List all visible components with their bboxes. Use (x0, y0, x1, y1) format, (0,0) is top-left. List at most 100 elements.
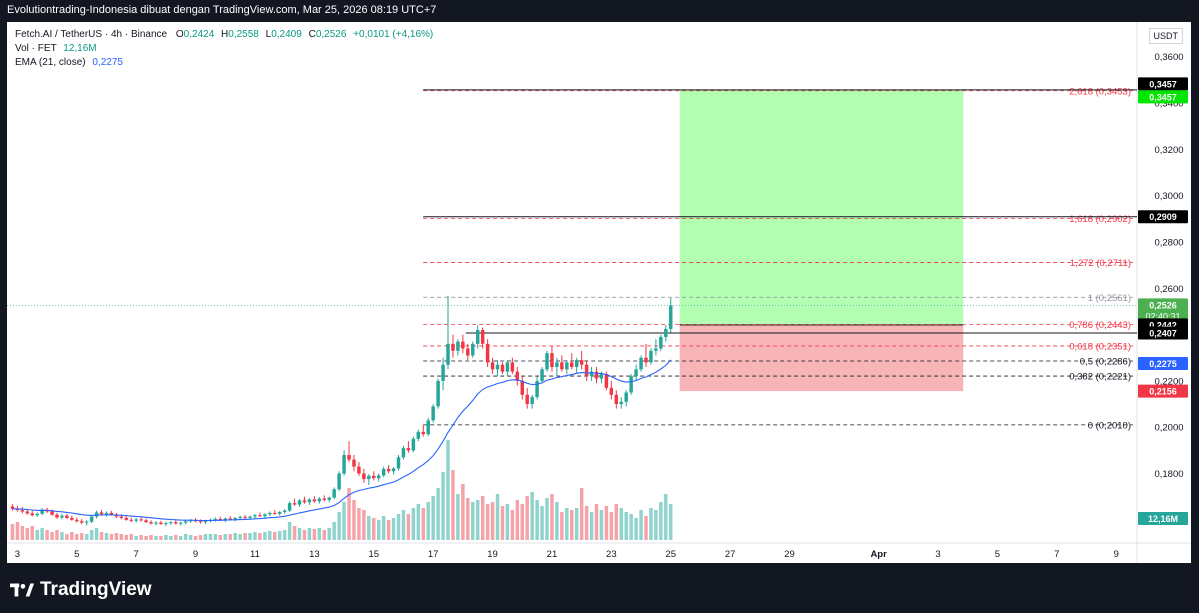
x-tick-label: 29 (784, 549, 795, 560)
currency-selector[interactable]: USDT (1148, 28, 1183, 44)
volume-bar (94, 528, 99, 540)
price-tag-label: 0,2156 (1149, 387, 1177, 397)
x-tick-label: 15 (368, 549, 379, 560)
fib-level-label: 0,618 (0,2351) (1069, 341, 1131, 352)
volume-bar (104, 533, 109, 540)
price-tag-label: 0,2909 (1149, 212, 1177, 222)
x-tick-label: 5 (74, 549, 79, 560)
chart-panel[interactable]: 0,3600 0,3400 0,3200 0,3000 0,2800 0,2600 0,24… (7, 22, 1191, 563)
volume-bar (451, 470, 455, 540)
volume-bar (357, 508, 361, 540)
volume-bar (347, 488, 351, 540)
x-tick-label: 9 (1114, 549, 1119, 560)
volume-bar (545, 498, 549, 540)
y-tick-label: 0,2000 (1154, 423, 1183, 434)
candle-body (619, 401, 623, 405)
candle-body (159, 522, 163, 525)
candle-body (485, 343, 490, 363)
volume-bar (178, 536, 183, 540)
candle-body (545, 353, 549, 370)
tradingview-logo[interactable]: TradingView (10, 579, 152, 601)
candle-body (456, 341, 460, 351)
volume-bar (396, 514, 401, 540)
volume-bar (30, 526, 34, 540)
volume-bar (322, 530, 327, 540)
volume-bar (579, 488, 584, 540)
volume-bar (624, 512, 628, 540)
candle-body (441, 364, 445, 381)
candle-body (169, 522, 173, 524)
volume-bar (114, 533, 119, 540)
ema-legend[interactable]: EMA (21, close) 0,2275 (15, 57, 123, 68)
candle-body (213, 518, 218, 520)
volume-bar (367, 516, 371, 540)
candle-body (139, 519, 143, 521)
candle-body (109, 512, 114, 515)
volume-bar (376, 520, 381, 540)
price-tag-label: 0,2526 (1149, 300, 1177, 310)
candle-body (70, 517, 74, 520)
volume-bar (540, 506, 544, 540)
candle-body (362, 473, 366, 480)
candle-body (253, 515, 257, 517)
candle-body (233, 517, 237, 520)
candle-body (104, 512, 109, 515)
candle-body (530, 397, 534, 405)
volume-bar (520, 504, 524, 540)
volume-bar (461, 484, 465, 540)
candle-body (297, 500, 302, 505)
candle-body (40, 509, 44, 514)
footer: TradingView (0, 563, 1199, 613)
volume-bar (273, 532, 277, 540)
volume-bar (317, 528, 322, 540)
volume-bar (391, 518, 396, 540)
symbol-label[interactable]: Fetch.AI / TetherUS · 4h · Binance (15, 29, 168, 40)
price-tag-label: 0,3457 (1149, 92, 1177, 102)
candle-body (495, 364, 500, 370)
candle-body (228, 518, 232, 520)
volume-bar (480, 496, 485, 540)
volume-bar (565, 508, 569, 540)
volume-bar (223, 534, 228, 540)
volume-bar (307, 528, 312, 540)
volume-bar (164, 535, 168, 540)
candle-body (287, 503, 292, 511)
y-tick-label: 0,2600 (1154, 284, 1183, 295)
ema-label: EMA (21, close) (15, 57, 86, 68)
candle-body (401, 448, 406, 458)
volume-bar (15, 522, 20, 540)
candle-body (570, 362, 574, 368)
candle-body (119, 516, 124, 518)
volume-legend[interactable]: Vol · FET 12,16M (15, 43, 97, 54)
price-chart[interactable]: 0,3600 0,3400 0,3200 0,3000 0,2800 0,2600 0,24… (7, 22, 1191, 563)
candle-body (248, 516, 252, 518)
volume-bar (471, 502, 475, 540)
volume-bar (20, 526, 25, 540)
volume-bar (525, 496, 529, 540)
candle-body (99, 512, 104, 515)
volume-bar (639, 510, 643, 540)
volume-bar (25, 528, 30, 540)
volume-bar (327, 528, 331, 540)
volume-bar (337, 512, 341, 540)
volume-bar (416, 504, 421, 540)
volume-bar (589, 512, 594, 540)
volume-bar (654, 510, 658, 540)
candle-body (510, 362, 515, 372)
volume-bar (550, 494, 554, 540)
volume-label: Vol · FET (15, 43, 57, 54)
candle-body (263, 514, 267, 517)
volume-bar (386, 520, 391, 540)
candle-body (589, 371, 594, 377)
volume-bar (372, 518, 376, 540)
candle-body (599, 373, 604, 379)
candle-body (406, 448, 411, 451)
volume-bar (134, 536, 138, 540)
volume-bar (466, 498, 470, 540)
volume-bar (669, 504, 673, 540)
volume-bar (594, 504, 599, 540)
candle-body (317, 498, 322, 502)
fib-level-label: 0,382 (0,2221) (1069, 372, 1131, 383)
volume-bar (456, 494, 460, 540)
volume-bar (277, 531, 282, 540)
